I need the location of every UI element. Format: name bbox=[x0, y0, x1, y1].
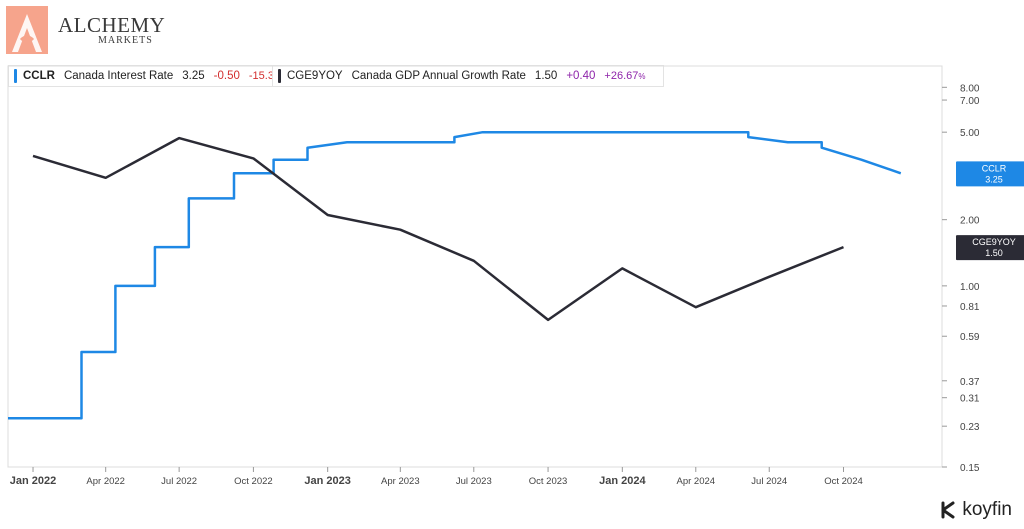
series-change: +0.40 bbox=[566, 70, 596, 82]
alchemy-logo-icon bbox=[6, 6, 48, 54]
brand-subtitle: MARKETS bbox=[98, 34, 153, 46]
legend-swatch bbox=[278, 69, 281, 83]
koyfin-logo: koyfin bbox=[940, 499, 1012, 521]
series-change: -0.50 bbox=[213, 70, 240, 82]
x-tick-label: Oct 2022 bbox=[234, 476, 273, 487]
series-code: CGE9YOY bbox=[287, 70, 343, 82]
x-tick-label: Jul 2023 bbox=[456, 476, 492, 487]
y-tick-label: 8.00 bbox=[960, 83, 980, 94]
end-label-value: 1.50 bbox=[985, 248, 1003, 258]
series-line-cclr bbox=[8, 130, 902, 420]
y-tick-label: 0.37 bbox=[960, 377, 980, 388]
legend-item-cge9yoy[interactable]: CGE9YOY Canada GDP Annual Growth Rate 1.… bbox=[272, 65, 664, 87]
y-tick-label: 0.31 bbox=[960, 394, 980, 405]
x-tick-label: Apr 2024 bbox=[677, 476, 716, 487]
x-tick-label: Oct 2023 bbox=[529, 476, 568, 487]
x-tick-label: Jul 2024 bbox=[751, 476, 787, 487]
y-tick-label: 7.00 bbox=[960, 96, 980, 107]
series-line-cge9yoy bbox=[32, 136, 844, 322]
end-label-code: CCLR bbox=[982, 163, 1007, 173]
series-value: 1.50 bbox=[534, 70, 558, 82]
koyfin-wordmark: koyfin bbox=[962, 499, 1012, 520]
series-code: CCLR bbox=[23, 70, 55, 82]
series-pct-change: +26.67% bbox=[604, 70, 646, 82]
brand-name: ALCHEMY bbox=[58, 12, 166, 37]
x-tick-label: Jul 2022 bbox=[161, 476, 197, 487]
plot-frame bbox=[7, 65, 943, 468]
y-tick-label: 2.00 bbox=[960, 216, 980, 227]
series-name: Canada GDP Annual Growth Rate bbox=[351, 70, 526, 82]
series-value: 3.25 bbox=[182, 70, 205, 82]
x-tick-label: Apr 2022 bbox=[86, 476, 125, 487]
x-tick-label: Jan 2023 bbox=[304, 475, 350, 487]
x-tick-label: Oct 2024 bbox=[824, 476, 863, 487]
series-name: Canada Interest Rate bbox=[63, 70, 174, 82]
y-tick-label: 0.59 bbox=[960, 332, 980, 343]
end-label-value: 3.25 bbox=[985, 174, 1003, 184]
brand-logo: ALCHEMY MARKETS bbox=[6, 6, 165, 54]
x-tick-label: Apr 2023 bbox=[381, 476, 420, 487]
end-label-box-cclr bbox=[956, 161, 1024, 187]
x-tick-label: Jan 2024 bbox=[599, 475, 646, 487]
legend-swatch bbox=[14, 69, 17, 83]
koyfin-logo-icon bbox=[941, 501, 955, 519]
y-tick-label: 5.00 bbox=[960, 128, 980, 139]
y-tick-label: 0.81 bbox=[960, 302, 980, 313]
x-tick-label: Jan 2022 bbox=[10, 475, 56, 487]
end-label-box-cge9yoy bbox=[956, 235, 1024, 261]
y-tick-label: 0.23 bbox=[960, 422, 980, 433]
y-tick-label: 1.00 bbox=[960, 282, 980, 293]
y-tick-label: 0.15 bbox=[960, 463, 980, 474]
end-label-code: CGE9YOY bbox=[972, 237, 1016, 247]
